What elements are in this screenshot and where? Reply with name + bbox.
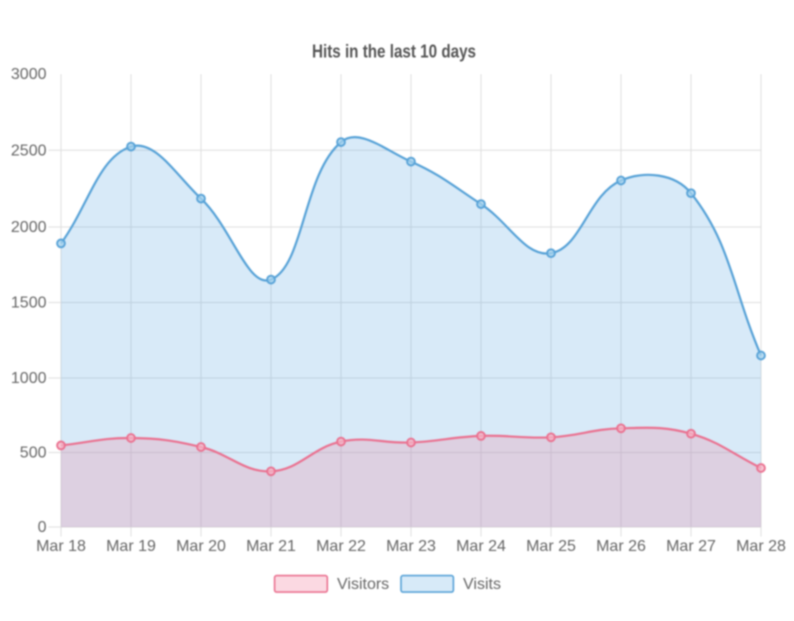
svg-text:Mar 21: Mar 21 [246,538,296,555]
svg-text:Visitors: Visitors [337,576,389,593]
svg-text:Visits: Visits [463,576,501,593]
svg-text:0: 0 [38,519,47,536]
svg-text:2500: 2500 [11,142,47,159]
svg-text:Mar 26: Mar 26 [596,538,646,555]
svg-text:1000: 1000 [11,370,47,387]
svg-text:500: 500 [20,445,47,462]
svg-text:1500: 1500 [11,295,47,312]
svg-text:Mar 24: Mar 24 [456,538,506,555]
svg-text:Mar 28: Mar 28 [736,538,786,555]
svg-text:Mar 27: Mar 27 [666,538,716,555]
svg-text:Mar 19: Mar 19 [106,538,156,555]
svg-text:Mar 20: Mar 20 [176,538,226,555]
svg-text:3000: 3000 [11,66,47,83]
svg-text:Mar 23: Mar 23 [386,538,436,555]
svg-text:2000: 2000 [11,219,47,236]
svg-text:Mar 22: Mar 22 [316,538,366,555]
svg-text:Mar 18: Mar 18 [36,538,86,555]
svg-text:Hits in the last 10 days: Hits in the last 10 days [312,42,476,62]
svg-text:Mar 25: Mar 25 [526,538,576,555]
